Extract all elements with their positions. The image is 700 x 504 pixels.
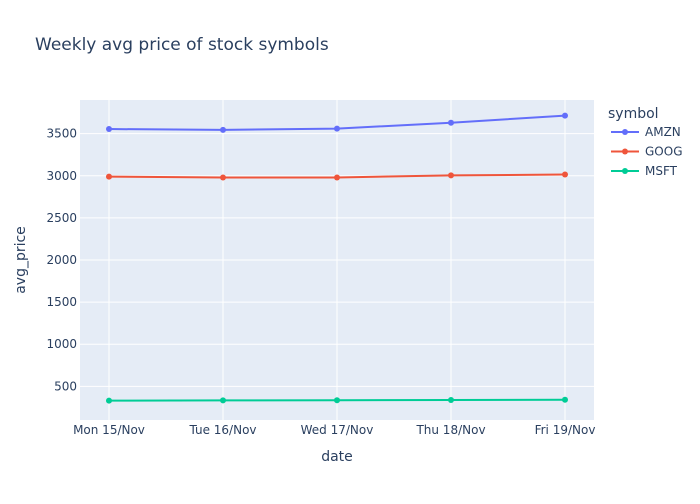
legend-swatch-marker bbox=[622, 148, 628, 155]
legend-item-goog[interactable]: GOOG bbox=[611, 145, 683, 159]
data-point-msft[interactable] bbox=[334, 397, 340, 404]
legend-title: symbol bbox=[608, 106, 659, 122]
data-point-msft[interactable] bbox=[106, 397, 112, 404]
data-point-msft[interactable] bbox=[220, 397, 226, 404]
y-tick-label: 2500 bbox=[46, 211, 77, 225]
y-axis-ticks: 500 1000 1500 2000 2500 3000 3500 bbox=[46, 127, 77, 394]
data-point-amzn[interactable] bbox=[220, 126, 226, 133]
x-tick-label: Tue 16/Nov bbox=[188, 423, 256, 437]
legend-label: GOOG bbox=[645, 145, 683, 159]
legend: symbol AMZN GOOG MSFT bbox=[608, 106, 683, 178]
y-tick-label: 3000 bbox=[46, 169, 77, 183]
series-msft bbox=[106, 396, 568, 404]
y-tick-label: 1000 bbox=[46, 337, 77, 351]
data-point-amzn[interactable] bbox=[334, 125, 340, 132]
data-point-amzn[interactable] bbox=[106, 126, 112, 133]
x-tick-label: Thu 18/Nov bbox=[415, 423, 485, 437]
y-axis-label: avg_price bbox=[13, 226, 29, 294]
legend-item-amzn[interactable]: AMZN bbox=[611, 125, 681, 139]
y-tick-label: 3500 bbox=[46, 127, 77, 141]
legend-swatch-marker bbox=[622, 129, 628, 135]
series-amzn bbox=[106, 112, 568, 133]
data-point-goog[interactable] bbox=[220, 174, 226, 181]
legend-swatch-marker bbox=[622, 168, 628, 174]
x-axis-label: date bbox=[321, 449, 353, 465]
x-tick-label: Wed 17/Nov bbox=[301, 423, 374, 437]
data-point-msft[interactable] bbox=[562, 396, 568, 403]
x-tick-label: Mon 15/Nov bbox=[73, 423, 145, 437]
y-tick-label: 1500 bbox=[46, 295, 77, 309]
legend-label: AMZN bbox=[645, 125, 681, 139]
legend-label: MSFT bbox=[645, 164, 678, 178]
chart-title: Weekly avg price of stock symbols bbox=[35, 35, 329, 55]
data-point-goog[interactable] bbox=[334, 174, 340, 181]
series-goog bbox=[106, 171, 568, 181]
x-axis-ticks: Mon 15/Nov Tue 16/Nov Wed 17/Nov Thu 18/Nov… bbox=[73, 423, 595, 437]
y-tick-label: 2000 bbox=[46, 253, 77, 267]
data-point-amzn[interactable] bbox=[448, 119, 454, 126]
data-point-goog[interactable] bbox=[562, 171, 568, 178]
series-group bbox=[106, 112, 568, 404]
legend-items: AMZN GOOG MSFT bbox=[611, 125, 683, 178]
y-tick-label: 500 bbox=[54, 379, 77, 393]
legend-item-msft[interactable]: MSFT bbox=[611, 164, 678, 178]
data-point-goog[interactable] bbox=[448, 172, 454, 179]
data-point-goog[interactable] bbox=[106, 173, 112, 180]
data-point-msft[interactable] bbox=[448, 397, 454, 404]
x-tick-label: Fri 19/Nov bbox=[535, 423, 596, 437]
data-point-amzn[interactable] bbox=[562, 112, 568, 119]
